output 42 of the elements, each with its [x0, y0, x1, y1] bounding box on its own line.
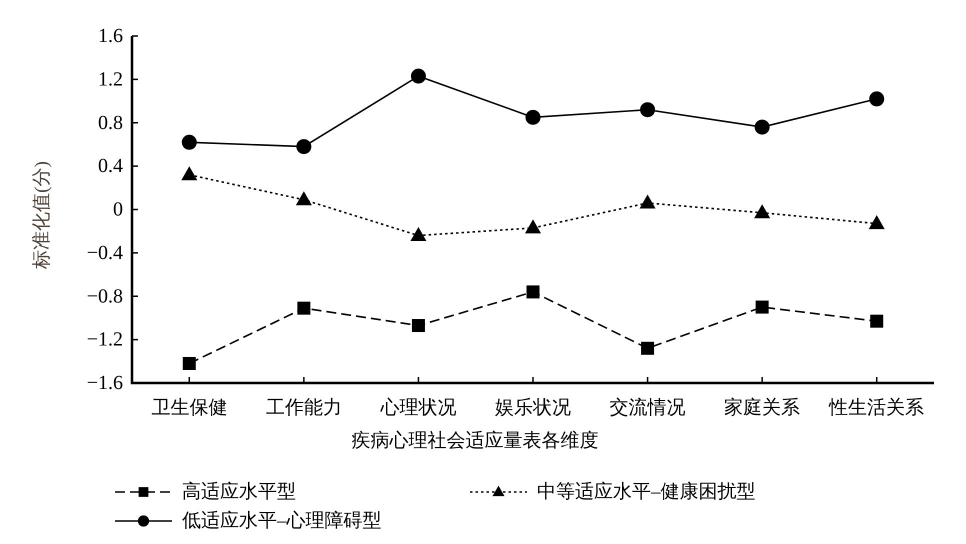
point [868, 215, 885, 230]
point [526, 110, 540, 125]
legend-label: 低适应水平–心理障碍型 [182, 510, 382, 532]
point [297, 302, 310, 315]
y-tick-label: −0.4 [86, 242, 123, 264]
point [640, 102, 656, 118]
point [869, 91, 884, 106]
point [756, 300, 769, 314]
y-tick-label: −1.2 [86, 328, 123, 351]
point [296, 139, 312, 154]
y-tick-label: 0.4 [98, 155, 123, 178]
x-tick-label: 交流情况 [610, 396, 686, 418]
point [754, 204, 770, 218]
y-tick-label: −1.6 [86, 372, 123, 394]
y-axis-title: 标准化值(分) [32, 161, 52, 270]
point [182, 356, 196, 370]
point [412, 319, 425, 332]
x-tick-label: 家庭关系 [724, 396, 800, 418]
x-tick-label: 工作能力 [266, 398, 342, 418]
x-tick-label: 卫生保健 [151, 398, 228, 418]
point [526, 285, 540, 298]
point [181, 166, 198, 180]
y-tick-label: 1.2 [98, 68, 123, 90]
point [754, 120, 770, 135]
y-tick-label: 0 [113, 198, 123, 220]
point [182, 134, 197, 150]
y-tick-label: 1.6 [98, 25, 123, 47]
x-tick-label: 心理状况 [379, 396, 456, 418]
y-tick-label: 0.8 [98, 112, 123, 134]
point [870, 314, 884, 328]
point [410, 68, 426, 84]
point [640, 194, 656, 208]
point [410, 227, 426, 242]
x-axis-title: 疾病心理社会适应量表各维度 [352, 430, 598, 452]
point [525, 219, 541, 234]
legend-label: 中等适应水平–健康困扰型 [537, 480, 756, 502]
legend-label: 高适应水平型 [182, 480, 296, 502]
x-tick-label: 性生活关系 [828, 398, 924, 418]
point [296, 191, 312, 206]
y-tick-label: −0.8 [86, 285, 123, 308]
x-tick-label: 娱乐状况 [495, 398, 571, 418]
point [641, 342, 654, 355]
